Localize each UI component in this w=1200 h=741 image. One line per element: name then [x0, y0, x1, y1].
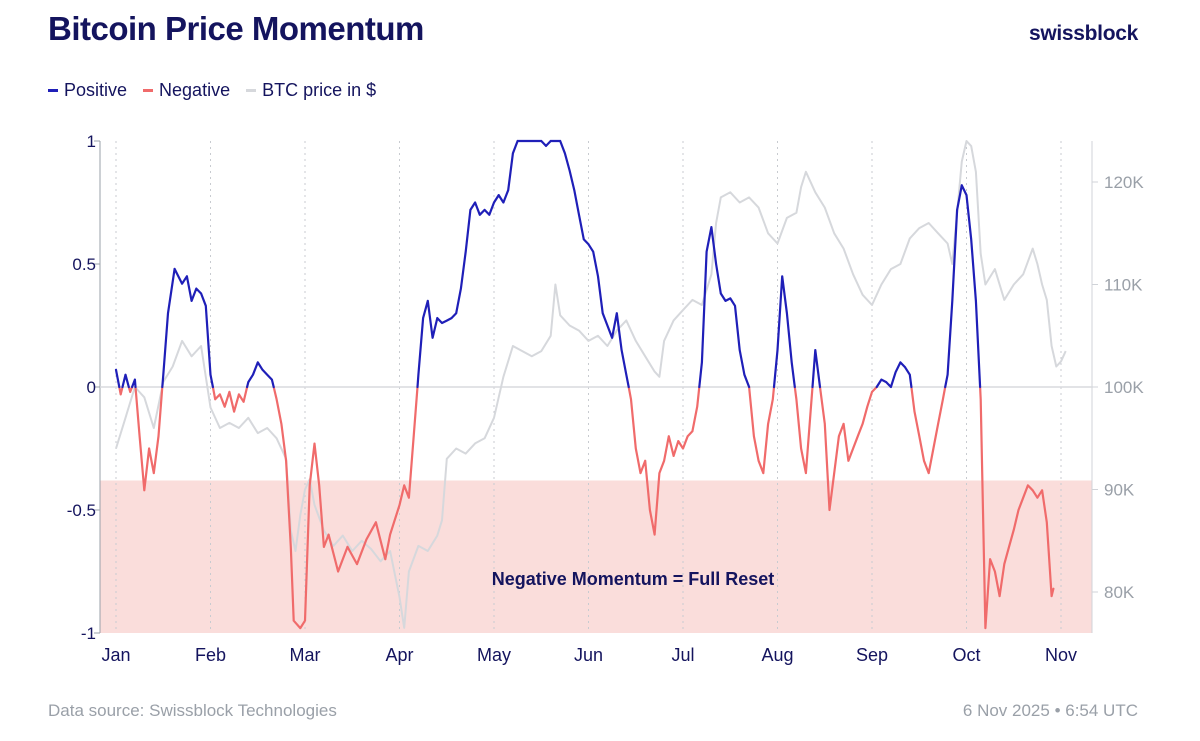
legend-item-price: BTC price in $: [246, 80, 376, 101]
x-tick-label: Mar: [290, 645, 321, 665]
legend-label-positive: Positive: [64, 80, 128, 100]
legend-swatch-price: [246, 89, 257, 92]
legend-swatch-positive: [48, 89, 58, 92]
x-tick-label: Jul: [671, 645, 694, 665]
x-tick-label: Apr: [385, 645, 413, 665]
positive-momentum-series: [114, 139, 982, 389]
chart-title: Bitcoin Price Momentum: [48, 10, 424, 47]
btc-price-series: [115, 140, 1067, 629]
y-right-tick-label: 120K: [1104, 173, 1144, 192]
y-left-tick-label: 0.5: [72, 255, 96, 274]
data-source: Data source: Swissblock Technologies: [48, 701, 337, 720]
reset-zone: [100, 480, 1092, 633]
legend-item-positive: Positive: [48, 80, 127, 101]
brand-logo: swissblock: [1028, 22, 1138, 45]
y-left-tick-label: 0: [87, 378, 96, 397]
x-tick-label: Nov: [1045, 645, 1077, 665]
x-tick-label: Jun: [574, 645, 603, 665]
legend-item-negative: Negative: [143, 80, 230, 101]
y-right-tick-label: 110K: [1104, 276, 1143, 295]
y-right-tick-label: 100K: [1104, 378, 1144, 397]
negative-momentum-series: [118, 385, 1055, 630]
reset-annotation: Negative Momentum = Full Reset: [492, 569, 775, 589]
legend: Positive Negative BTC price in $: [48, 80, 376, 101]
y-left-tick-label: -1: [81, 624, 96, 643]
x-tick-label: Aug: [761, 645, 793, 665]
x-tick-label: Feb: [195, 645, 226, 665]
timestamp: 6 Nov 2025 • 6:54 UTC: [962, 701, 1138, 720]
legend-label-price: BTC price in $: [262, 80, 377, 100]
y-right-tick-label: 90K: [1104, 481, 1135, 500]
x-tick-label: Jan: [101, 645, 130, 665]
x-tick-label: Sep: [856, 645, 888, 665]
x-tick-label: Oct: [952, 645, 980, 665]
y-left-tick-label: -0.5: [67, 501, 96, 520]
y-right-tick-label: 80K: [1104, 583, 1135, 602]
y-left-tick-label: 1: [87, 132, 96, 151]
legend-swatch-negative: [143, 89, 154, 92]
legend-label-negative: Negative: [159, 80, 231, 100]
x-tick-label: May: [477, 645, 511, 665]
